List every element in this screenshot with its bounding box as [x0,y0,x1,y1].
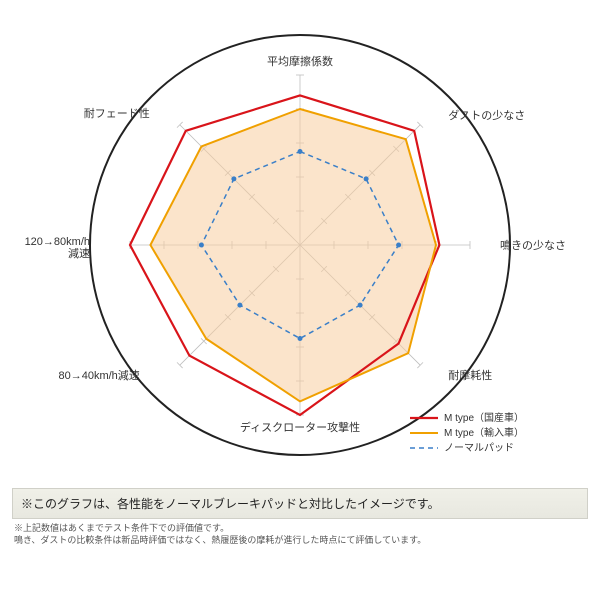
series-marker-normal [358,303,363,308]
axis-label: 120→80km/h減速 [25,236,90,260]
axis-label: 耐フェード性 [84,106,150,120]
radar-chart: 平均摩擦係数ダストの少なさ鳴きの少なさ耐摩耗性ディスクローター攻撃性 80→40k… [0,0,600,480]
footnote-1: ※上記数値はあくまでテスト条件下での評価値です。 [14,523,586,535]
axis-label: 平均摩擦係数 [267,54,333,68]
series-marker-normal [298,149,303,154]
axis-label: 耐摩耗性 [448,368,492,382]
series-marker-normal [298,336,303,341]
series-marker-normal [364,176,369,181]
axis-label: ダストの少なさ [448,108,525,122]
legend-label-m-domestic: M type（国産車） [444,411,524,424]
axis-label: 鳴きの少なさ [500,238,566,252]
footnote-2: 鳴き、ダストの比較条件は新品時評価ではなく、熱履歴後の摩耗が進行した時点にて評価… [14,535,586,547]
legend-label-normal: ノーマルパッド [444,442,514,454]
series-marker-normal [231,176,236,181]
axis-label: 80→40km/h減速 [58,368,139,382]
series-marker-normal [199,243,204,248]
series-marker-normal [396,243,401,248]
legend-label-m-import: M type（輸入車） [444,426,524,439]
axis-label: ディスクローター攻撃性 [240,420,360,434]
radar-chart-container: 平均摩擦係数ダストの少なさ鳴きの少なさ耐摩耗性ディスクローター攻撃性 80→40k… [0,0,600,480]
series-marker-normal [237,303,242,308]
chart-footnotes: ※上記数値はあくまでテスト条件下での評価値です。 鳴き、ダストの比較条件は新品時… [14,523,586,546]
chart-caption: ※このグラフは、各性能をノーマルブレーキパッドと対比したイメージです。 [12,488,588,519]
